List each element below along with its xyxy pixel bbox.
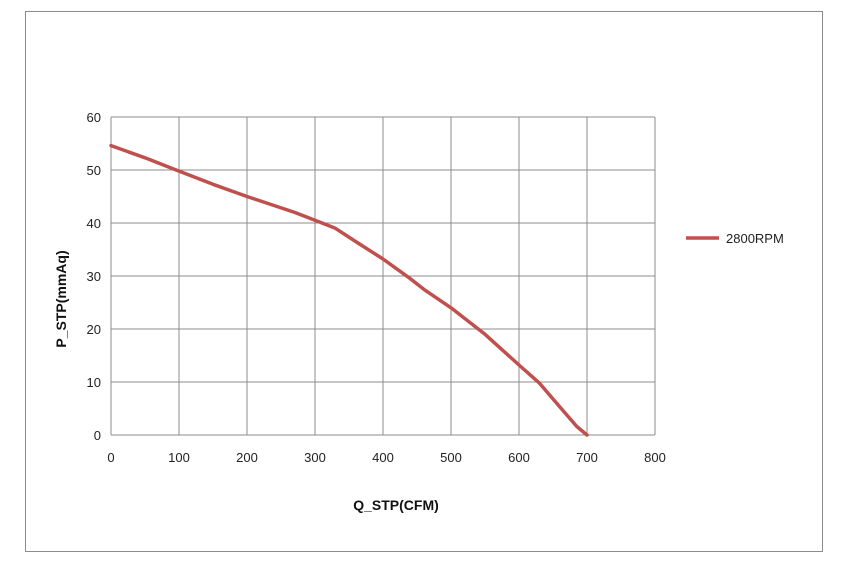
legend-label-2800rpm: 2800RPM [726,231,784,246]
y-tick-label: 40 [87,216,101,231]
x-tick-label: 300 [304,450,326,465]
series-line-2800rpm [109,143,589,437]
x-tick-label: 700 [576,450,598,465]
y-tick-label: 60 [87,110,101,125]
grid-layer [110,116,656,436]
y-tick-label: 10 [87,375,101,390]
x-tick-label: 100 [168,450,190,465]
x-tick-label: 200 [236,450,258,465]
legend: 2800RPM [686,231,784,246]
x-tick-label: 500 [440,450,462,465]
x-tick-label: 400 [372,450,394,465]
x-tick-label: 600 [508,450,530,465]
y-tick-label: 0 [94,428,101,443]
x-tick-label: 0 [107,450,114,465]
chart-svg: 0 100 200 300 400 500 600 700 800 0 10 20 30 40 50 60 Q… [53,110,784,513]
y-axis-title: P_STP(mmAq) [53,250,69,347]
chart-frame: 0 100 200 300 400 500 600 700 800 0 10 20 30 40 50 60 Q… [25,11,823,552]
tick-layer: 0 100 200 300 400 500 600 700 800 0 10 20 30 40 50 60 [87,110,666,465]
y-tick-label: 20 [87,322,101,337]
x-axis-title: Q_STP(CFM) [353,497,439,513]
y-tick-label: 50 [87,163,101,178]
series-layer [109,143,589,437]
y-tick-label: 30 [87,269,101,284]
x-tick-label: 800 [644,450,666,465]
